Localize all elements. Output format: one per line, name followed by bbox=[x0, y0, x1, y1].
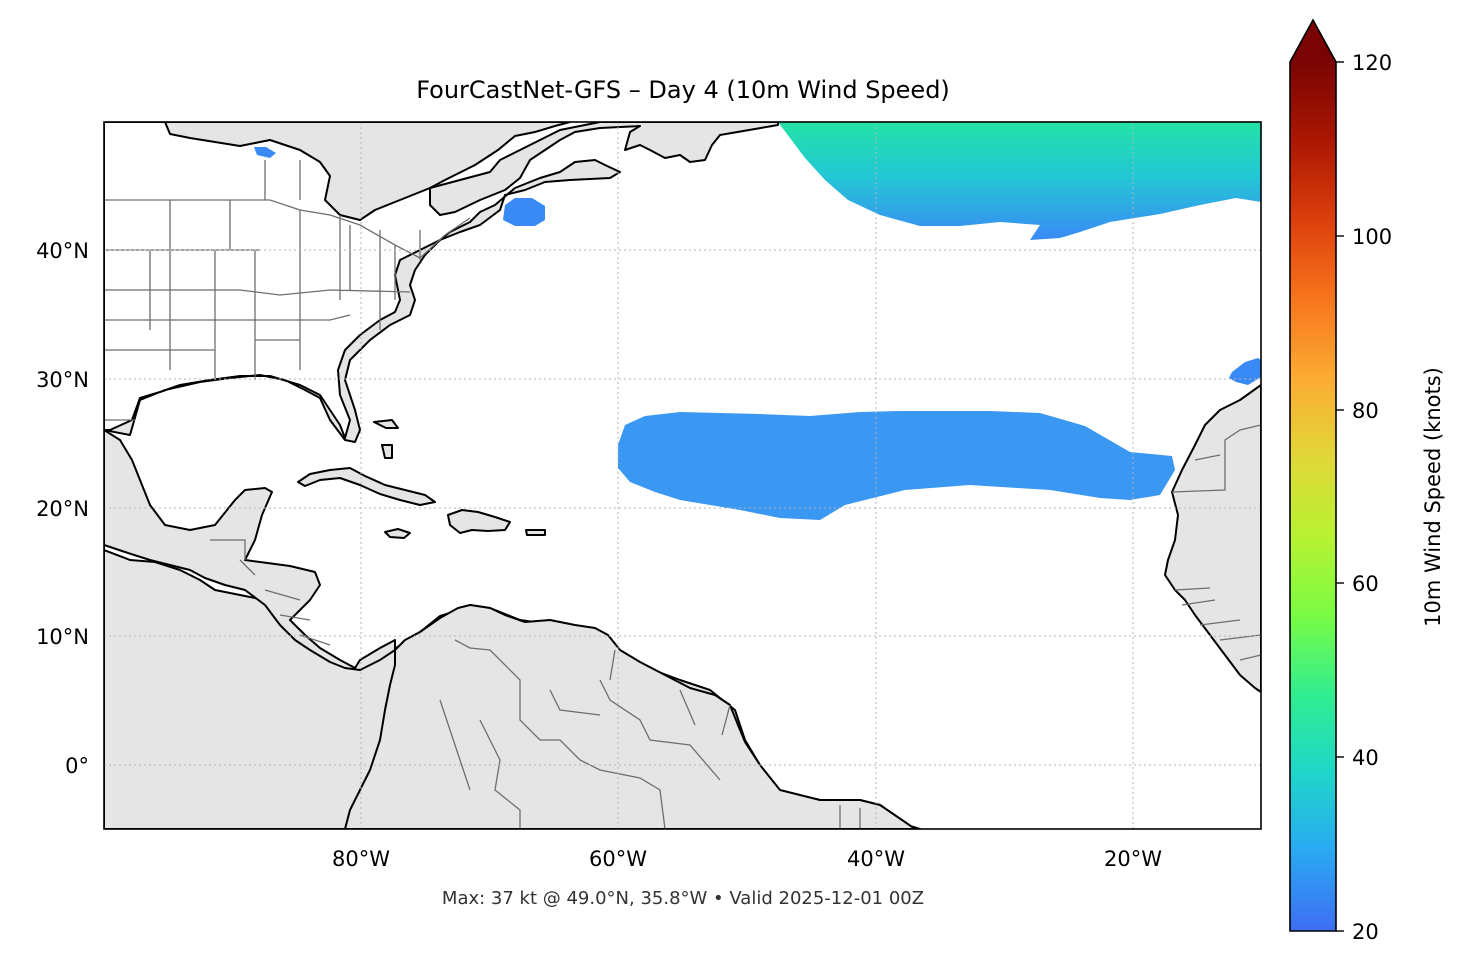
canada-maritimes bbox=[429, 122, 779, 216]
land bbox=[104, 122, 1261, 829]
wind-region-subtropical bbox=[618, 411, 1175, 520]
eastern-us-coast bbox=[104, 122, 621, 443]
lat-tick-label: 10°N bbox=[36, 625, 89, 649]
colorbar-tick-labels: 20 40 60 80 100 120 bbox=[1352, 51, 1392, 944]
africa-land bbox=[1164, 384, 1261, 693]
hispaniola bbox=[447, 509, 511, 534]
political-borders bbox=[104, 160, 1261, 829]
map-frame bbox=[103, 121, 1262, 830]
map-area bbox=[104, 122, 1261, 829]
colorbar-label: 10m Wind Speed (knots) bbox=[1421, 367, 1445, 627]
jamaica bbox=[384, 528, 411, 539]
bahamas-island-2 bbox=[381, 444, 393, 459]
map-title: FourCastNet-GFS – Day 4 (10m Wind Speed) bbox=[416, 76, 950, 104]
lon-tick-label: 20°W bbox=[1104, 847, 1162, 871]
us-state-lines bbox=[104, 160, 421, 380]
wind-region-lake-superior bbox=[254, 147, 276, 158]
lon-tick-label: 40°W bbox=[847, 847, 905, 871]
wind-region-canary bbox=[1229, 358, 1261, 385]
lon-tick-labels: 80°W 60°W 40°W 20°W bbox=[332, 847, 1162, 871]
colorbar-ticks bbox=[1336, 61, 1344, 932]
africa-borders bbox=[1171, 424, 1261, 661]
colorbar-gradient bbox=[1290, 62, 1336, 931]
lon-tick-label: 80°W bbox=[332, 847, 390, 871]
colorbar-outline bbox=[1289, 18, 1337, 932]
bahamas-island-1 bbox=[373, 419, 399, 429]
mexico-borders bbox=[104, 419, 331, 646]
central-america-mexico bbox=[104, 429, 396, 671]
colorbar: 20 40 60 80 100 120 10m Wind Speed (knot… bbox=[1289, 18, 1445, 944]
cuba bbox=[297, 467, 436, 506]
colorbar-tick-label: 60 bbox=[1352, 572, 1379, 596]
wind-region-gulf-of-maine bbox=[503, 198, 545, 226]
lat-tick-labels: 40°N 30°N 20°N 10°N 0° bbox=[36, 239, 89, 778]
map-footer-caption: Max: 37 kt @ 49.0°N, 35.8°W • Valid 2025… bbox=[442, 888, 924, 909]
us-canada-border bbox=[104, 199, 471, 259]
lon-tick-label: 60°W bbox=[589, 847, 647, 871]
colorbar-tick-label: 80 bbox=[1352, 399, 1379, 423]
colorbar-extend-arrow bbox=[1290, 20, 1336, 62]
wind-field bbox=[254, 122, 1261, 520]
colorbar-tick-label: 100 bbox=[1352, 225, 1392, 249]
wind-region-north-atlantic bbox=[778, 122, 1261, 240]
colorbar-tick-label: 120 bbox=[1352, 51, 1392, 75]
lat-tick-label: 30°N bbox=[36, 368, 89, 392]
south-america-borders bbox=[439, 639, 861, 829]
lat-tick-label: 0° bbox=[65, 754, 89, 778]
colorbar-tick-label: 20 bbox=[1352, 920, 1379, 944]
colorbar-tick-label: 40 bbox=[1352, 746, 1379, 770]
puerto-rico bbox=[525, 529, 546, 536]
lat-tick-label: 40°N bbox=[36, 239, 89, 263]
lat-tick-label: 20°N bbox=[36, 497, 89, 521]
